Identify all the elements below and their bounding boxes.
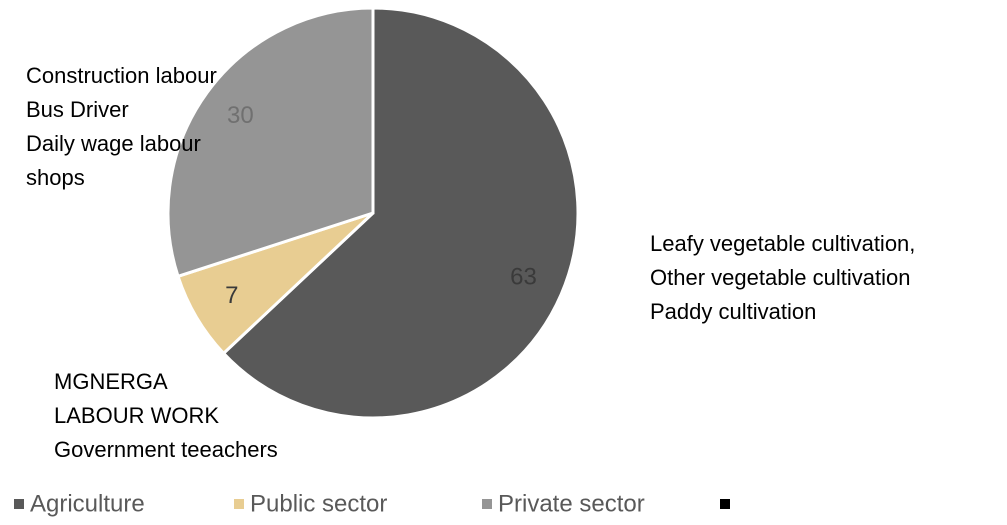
legend-swatch — [14, 499, 24, 509]
annotation: MGNERGA — [54, 369, 168, 394]
annotation: Bus Driver — [26, 97, 129, 122]
annotation: Daily wage labour — [26, 131, 201, 156]
annotation: LABOUR WORK — [54, 403, 219, 428]
legend-label: Agriculture — [30, 490, 145, 517]
pie-slice — [221, 6, 580, 420]
annotation: Leafy vegetable cultivation, — [650, 231, 915, 256]
pie-slice — [166, 6, 375, 279]
data-label: 30 — [227, 102, 254, 129]
annotation: shops — [26, 165, 85, 190]
data-label: 7 — [225, 282, 238, 309]
legend-swatch — [234, 499, 244, 509]
annotation: Paddy cultivation — [650, 299, 816, 324]
data-label: 63 — [510, 263, 537, 290]
legend-swatch-unlabeled — [720, 499, 730, 509]
legend-label: Public sector — [250, 490, 387, 517]
annotation: Construction labour — [26, 63, 217, 88]
annotation: Other vegetable cultivation — [650, 265, 911, 290]
legend-label: Private sector — [498, 490, 645, 517]
legend-swatch — [482, 499, 492, 509]
annotation: Government teeachers — [54, 437, 278, 462]
